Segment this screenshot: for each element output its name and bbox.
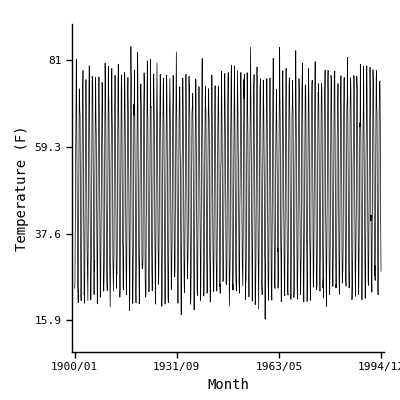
Y-axis label: Temperature (F): Temperature (F)	[15, 125, 29, 251]
X-axis label: Month: Month	[207, 378, 249, 392]
